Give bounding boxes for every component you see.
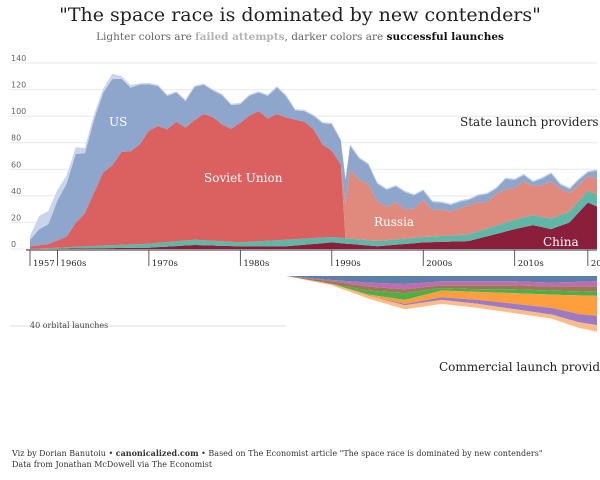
label-russia: Russia — [374, 215, 414, 229]
footer-data-line: Data from Jonathan McDowell via The Econ… — [12, 460, 213, 469]
commercial-area-2 — [30, 276, 597, 290]
label-commercial-providers: Commercial launch providers — [439, 360, 600, 374]
y-tick-label: 60 — [11, 160, 21, 169]
label-commercial-scale: 40 orbital launches — [30, 321, 108, 330]
x-tick-label: 2018 — [591, 259, 600, 269]
footer-site-link[interactable]: canonicalized.com — [115, 448, 199, 458]
label-china: China — [543, 235, 579, 249]
y-tick-label: 140 — [11, 54, 26, 63]
x-tick-label: 2000s — [426, 259, 452, 269]
commercial-area-5 — [30, 276, 597, 316]
annotations: US Soviet Union Russia China State launch pr… — [30, 115, 600, 374]
footer: Viz by Dorian Banutoiu • canonicalized.c… — [12, 448, 543, 470]
x-axis: 1957 1960s 1970s 1980s 1990s 2000s 2010s 2018 — [26, 249, 600, 269]
commercial-provider-areas — [10, 276, 597, 332]
x-tick-label: 1980s — [243, 259, 269, 269]
x-tick-label: 1960s — [60, 259, 86, 269]
footer-credit: Viz by Dorian Banutoiu • — [12, 449, 116, 458]
x-tick-label: 1970s — [152, 259, 178, 269]
x-tick-label: 2010s — [518, 259, 544, 269]
footer-source: • Based on The Economist article "The sp… — [198, 449, 543, 458]
area-china — [30, 202, 597, 249]
label-us: US — [109, 115, 127, 129]
y-tick-label: 0 — [11, 240, 16, 249]
x-tick-label: 1957 — [33, 259, 55, 269]
chart-subtitle: Lighter colors are failed attempts, dark… — [0, 31, 600, 43]
chart-title: "The space race is dominated by new cont… — [59, 4, 541, 26]
y-tick-label: 100 — [11, 107, 26, 116]
area-us — [30, 78, 597, 247]
commercial-area-1 — [30, 276, 597, 284]
label-state-providers: State launch providers — [460, 115, 599, 129]
state-provider-areas — [30, 73, 597, 249]
label-soviet-union: Soviet Union — [204, 171, 283, 185]
y-tick-label: 80 — [11, 134, 21, 143]
subtitle-success-label: successful launches — [386, 31, 504, 43]
y-tick-label: 40 — [11, 187, 21, 196]
y-tick-label: 120 — [11, 81, 26, 90]
subtitle-mid: , darker colors are — [284, 31, 387, 43]
y-tick-label: 20 — [11, 213, 21, 222]
subtitle-pre: Lighter colors are — [96, 31, 196, 43]
subtitle-failed-label: failed attempts — [195, 31, 285, 43]
area-soviet — [30, 111, 597, 249]
x-tick-label: 1990s — [335, 259, 361, 269]
y-axis: 0 20 40 60 80 100 120 140 — [11, 54, 26, 249]
commercial-area-3 — [30, 276, 597, 294]
commercial-area-6 — [30, 276, 597, 326]
footer-credit-line: Viz by Dorian Banutoiu • canonicalized.c… — [12, 448, 543, 459]
area-russia — [30, 111, 597, 247]
